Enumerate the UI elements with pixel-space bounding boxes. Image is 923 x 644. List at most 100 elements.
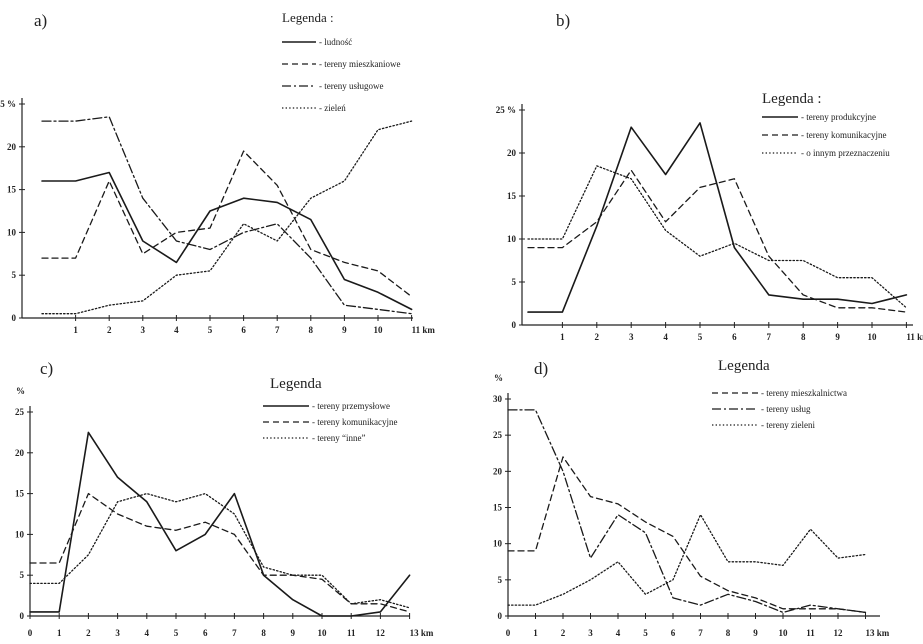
series-line-1 <box>29 431 411 617</box>
chart-panel-b: b) 0 5 10 15 20 25 % 1 2 3 4 5 6 7 8 9 10 11 km Legenda : -… <box>496 11 923 342</box>
x-tick-label: 10 <box>374 325 384 335</box>
panel-label: d) <box>534 359 548 378</box>
panel-label: a) <box>34 11 47 30</box>
legend-entry: - zieleń <box>319 103 346 113</box>
y-tick-label: 10 <box>7 227 17 237</box>
legend-entry: - tereny komunikacyjne <box>312 417 397 427</box>
x-tick-label: 6 <box>203 628 208 638</box>
legend-entry: - tereny “inne” <box>312 433 365 443</box>
series-line-4 <box>41 120 413 315</box>
legend-entry: - tereny mieszkalnictwa <box>761 388 847 398</box>
legend-entry: - tereny produkcyjne <box>801 112 876 122</box>
y-tick-label: 5 <box>20 570 25 580</box>
panel-label: c) <box>40 359 53 378</box>
panel-label: b) <box>556 11 570 30</box>
y-tick-label: 15 <box>7 185 17 195</box>
series-line-1 <box>41 171 413 311</box>
series-line-2 <box>527 169 908 313</box>
x-tick-label: 3 <box>115 628 120 638</box>
x-tick-label: 3 <box>629 332 634 342</box>
x-tick-label: 0 <box>506 628 511 638</box>
x-tick-label: 4 <box>616 628 621 638</box>
legend-title: Legenda : <box>282 10 334 25</box>
legend-entry: - tereny usług <box>761 404 811 414</box>
series-line-1 <box>507 456 867 614</box>
legend-entry: - ludność <box>319 37 352 47</box>
y-tick-label: 5 <box>12 270 17 280</box>
series-line-1 <box>527 122 908 313</box>
x-tick-label: 1 <box>73 325 78 335</box>
x-tick-label: 7 <box>232 628 237 638</box>
legend-entry: - tereny komunikacyjne <box>801 130 886 140</box>
y-tick-label: 25 % <box>0 99 16 109</box>
y-tick-label: 15 <box>15 489 25 499</box>
x-tick-label: 5 <box>208 325 213 335</box>
x-tick-label: 7 <box>275 325 280 335</box>
x-tick-label: 5 <box>643 628 648 638</box>
legend-entry: - tereny usługowe <box>319 81 383 91</box>
y-tick-label: 5 <box>512 277 517 287</box>
series-line-3 <box>29 492 411 609</box>
x-tick-label: 9 <box>342 325 347 335</box>
x-tick-label: 4 <box>174 325 179 335</box>
y-tick-label: 25 <box>493 430 503 440</box>
legend-entry: - tereny mieszkaniowe <box>319 59 400 69</box>
x-tick-label: 6 <box>241 325 246 335</box>
x-tick-label: 11 km <box>412 325 436 335</box>
series-line-3 <box>41 116 413 315</box>
x-tick-label: 10 <box>318 628 328 638</box>
y-tick-label: 20 <box>507 148 517 158</box>
series-line-2 <box>507 409 867 614</box>
x-tick-label: 7 <box>767 332 772 342</box>
y-tick-label: 10 <box>15 529 25 539</box>
y-unit-label: % <box>494 373 503 383</box>
legend-title: Legenda <box>718 358 770 374</box>
x-tick-label: 4 <box>145 628 150 638</box>
y-tick-label: 5 <box>498 575 503 585</box>
x-tick-label: 2 <box>86 628 91 638</box>
x-tick-label: 3 <box>141 325 146 335</box>
y-tick-label: 0 <box>20 611 25 621</box>
x-tick-label: 1 <box>533 628 538 638</box>
x-tick-label: 11 <box>806 628 815 638</box>
y-tick-label: 20 <box>493 466 503 476</box>
x-tick-label: 13 km <box>866 628 890 638</box>
y-tick-label: 10 <box>507 234 517 244</box>
x-tick-label: 13 km <box>410 628 434 638</box>
series-line-3 <box>527 165 908 309</box>
x-tick-label: 9 <box>753 628 758 638</box>
x-tick-label: 11 km <box>906 332 923 342</box>
x-tick-label: 4 <box>663 332 668 342</box>
x-tick-label: 11 <box>347 628 356 638</box>
y-tick-label: 30 <box>493 394 503 404</box>
x-tick-label: 12 <box>834 628 844 638</box>
y-tick-label: 0 <box>12 313 17 323</box>
x-tick-label: 5 <box>174 628 179 638</box>
x-tick-label: 1 <box>560 332 565 342</box>
x-tick-label: 10 <box>868 332 878 342</box>
legend-title: Legenda : <box>762 91 822 107</box>
y-tick-label: 20 <box>15 448 25 458</box>
x-tick-label: 2 <box>107 325 112 335</box>
y-tick-label: 0 <box>498 611 503 621</box>
y-tick-label: 10 <box>493 539 503 549</box>
y-tick-label: 15 <box>493 503 503 513</box>
chart-panel-a: a) 0 5 10 15 20 25 % 1 2 3 4 5 6 7 8 9 10 11 km Legenda : -… <box>0 10 435 335</box>
x-tick-label: 6 <box>732 332 737 342</box>
legend-entry: - o innym przeznaczeniu <box>801 148 890 158</box>
series-line-2 <box>29 492 411 613</box>
x-tick-label: 8 <box>726 628 731 638</box>
y-tick-label: 25 % <box>496 105 516 115</box>
x-tick-label: 9 <box>291 628 296 638</box>
legend-entry: - tereny zieleni <box>761 420 815 430</box>
x-tick-label: 8 <box>801 332 806 342</box>
x-tick-label: 3 <box>588 628 593 638</box>
x-tick-label: 2 <box>595 332 600 342</box>
y-tick-label: 20 <box>7 142 17 152</box>
x-tick-label: 8 <box>309 325 314 335</box>
legend-title: Legenda <box>270 376 322 392</box>
series-line-3 <box>507 514 867 606</box>
